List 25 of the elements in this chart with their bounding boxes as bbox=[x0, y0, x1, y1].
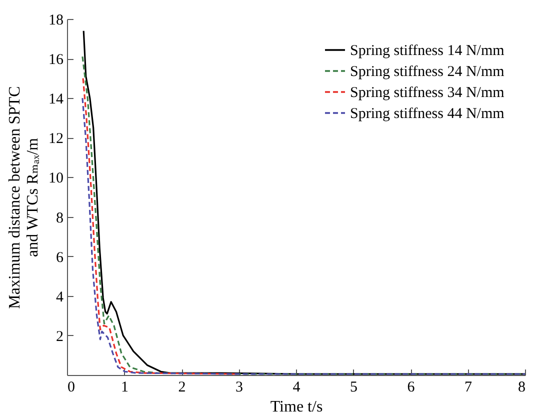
y-tick-label: 18 bbox=[48, 12, 64, 28]
y-tick-label: 2 bbox=[56, 328, 64, 345]
x-tick-label: 0 bbox=[68, 380, 75, 396]
y-tick-label: 16 bbox=[48, 52, 64, 68]
x-tick-label: 8 bbox=[518, 380, 526, 396]
x-tick-label: 2 bbox=[178, 380, 186, 396]
legend-label: Spring stiffness 14 N/mm bbox=[350, 43, 505, 59]
y-tick-label: 8 bbox=[56, 210, 64, 226]
x-tick-label: 6 bbox=[407, 380, 416, 396]
y-axis-title: Maximum distance between SPTC and WTCs Rₘₐₓ/m bbox=[6, 86, 42, 309]
y-tick-label: 12 bbox=[48, 131, 64, 148]
legend-label: Spring stiffness 24 N/mm bbox=[350, 64, 505, 80]
x-tick-label: 7 bbox=[464, 380, 472, 396]
legend-label: Spring stiffness 44 N/mm bbox=[350, 106, 505, 122]
x-tick-label: 4 bbox=[292, 380, 301, 396]
x-tick-label: 1 bbox=[121, 380, 128, 396]
y-tick-label: 6 bbox=[56, 250, 64, 266]
x-axis-title: Time t/s bbox=[270, 398, 323, 416]
x-tick-label: 5 bbox=[350, 380, 358, 396]
y-tick-label: 10 bbox=[48, 170, 64, 187]
y-tick-label: 14 bbox=[48, 92, 64, 108]
x-tick-label: 3 bbox=[236, 380, 243, 396]
legend-label: Spring stiffness 34 N/mm bbox=[350, 85, 505, 101]
y-tick-label: 4 bbox=[56, 289, 64, 306]
line-series bbox=[82, 78, 238, 375]
